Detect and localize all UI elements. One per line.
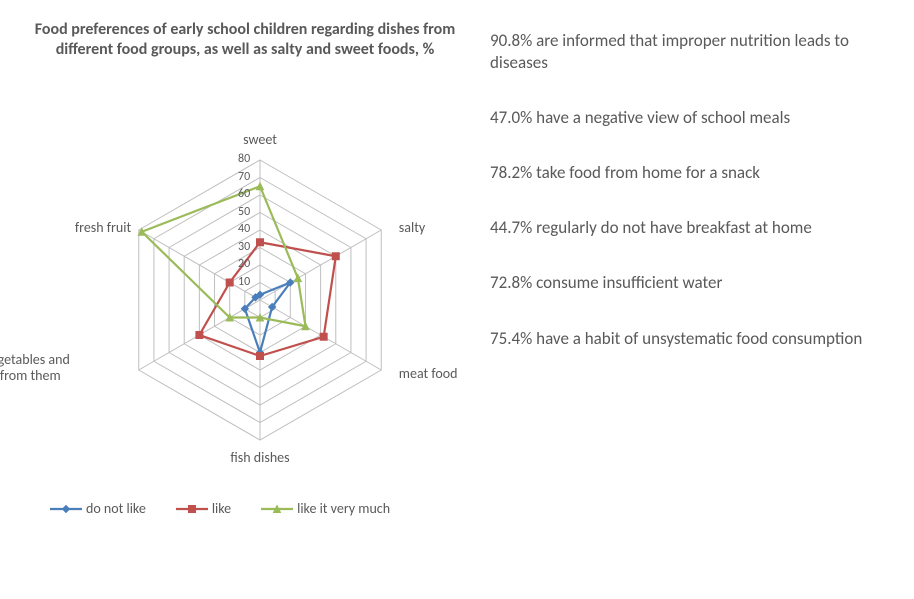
- axis-label: fish dishes: [210, 450, 310, 466]
- tick-label: 20: [238, 257, 250, 271]
- layout-container: Food preferences of early school childre…: [0, 0, 914, 599]
- stat-line: 75.4% have a habit of unsystematic food …: [490, 328, 884, 350]
- legend-item: like it very much: [261, 500, 390, 517]
- tick-label: 40: [238, 222, 250, 236]
- stat-line: 78.2% take food from home for a snack: [490, 162, 884, 184]
- tick-label: 10: [238, 275, 250, 289]
- axis-label: fresh vegetables and salads from them: [0, 352, 71, 384]
- tick-label: 50: [238, 205, 250, 219]
- legend-swatch: [50, 503, 82, 515]
- tick-label: 80: [238, 152, 250, 166]
- legend-swatch: [176, 503, 208, 515]
- axis-label: sweet: [220, 132, 300, 148]
- legend-label: like it very much: [297, 500, 390, 517]
- radar-chart: 1020304050607080sweetsaltymeat foodfish …: [25, 70, 465, 490]
- stat-line: 44.7% regularly do not have breakfast at…: [490, 217, 884, 239]
- chart-legend: do not like like like it very much: [20, 500, 470, 517]
- chart-panel: Food preferences of early school childre…: [0, 0, 480, 599]
- axis-label: salty: [399, 220, 459, 236]
- chart-title: Food preferences of early school childre…: [20, 20, 470, 60]
- tick-label: 30: [238, 240, 250, 254]
- tick-label: 60: [238, 187, 250, 201]
- axis-label: fresh fruit: [51, 220, 131, 236]
- axis-label: meat food: [399, 366, 489, 382]
- stat-line: 72.8% consume insufficient water: [490, 272, 884, 294]
- tick-label: 70: [238, 170, 250, 184]
- legend-label: like: [212, 500, 231, 517]
- legend-item: like: [176, 500, 231, 517]
- legend-label: do not like: [86, 500, 146, 517]
- stat-line: 47.0% have a negative view of school mea…: [490, 107, 884, 129]
- legend-swatch: [261, 503, 293, 515]
- stat-line: 90.8% are informed that improper nutriti…: [490, 30, 884, 74]
- stats-panel: 90.8% are informed that improper nutriti…: [480, 0, 914, 599]
- legend-item: do not like: [50, 500, 146, 517]
